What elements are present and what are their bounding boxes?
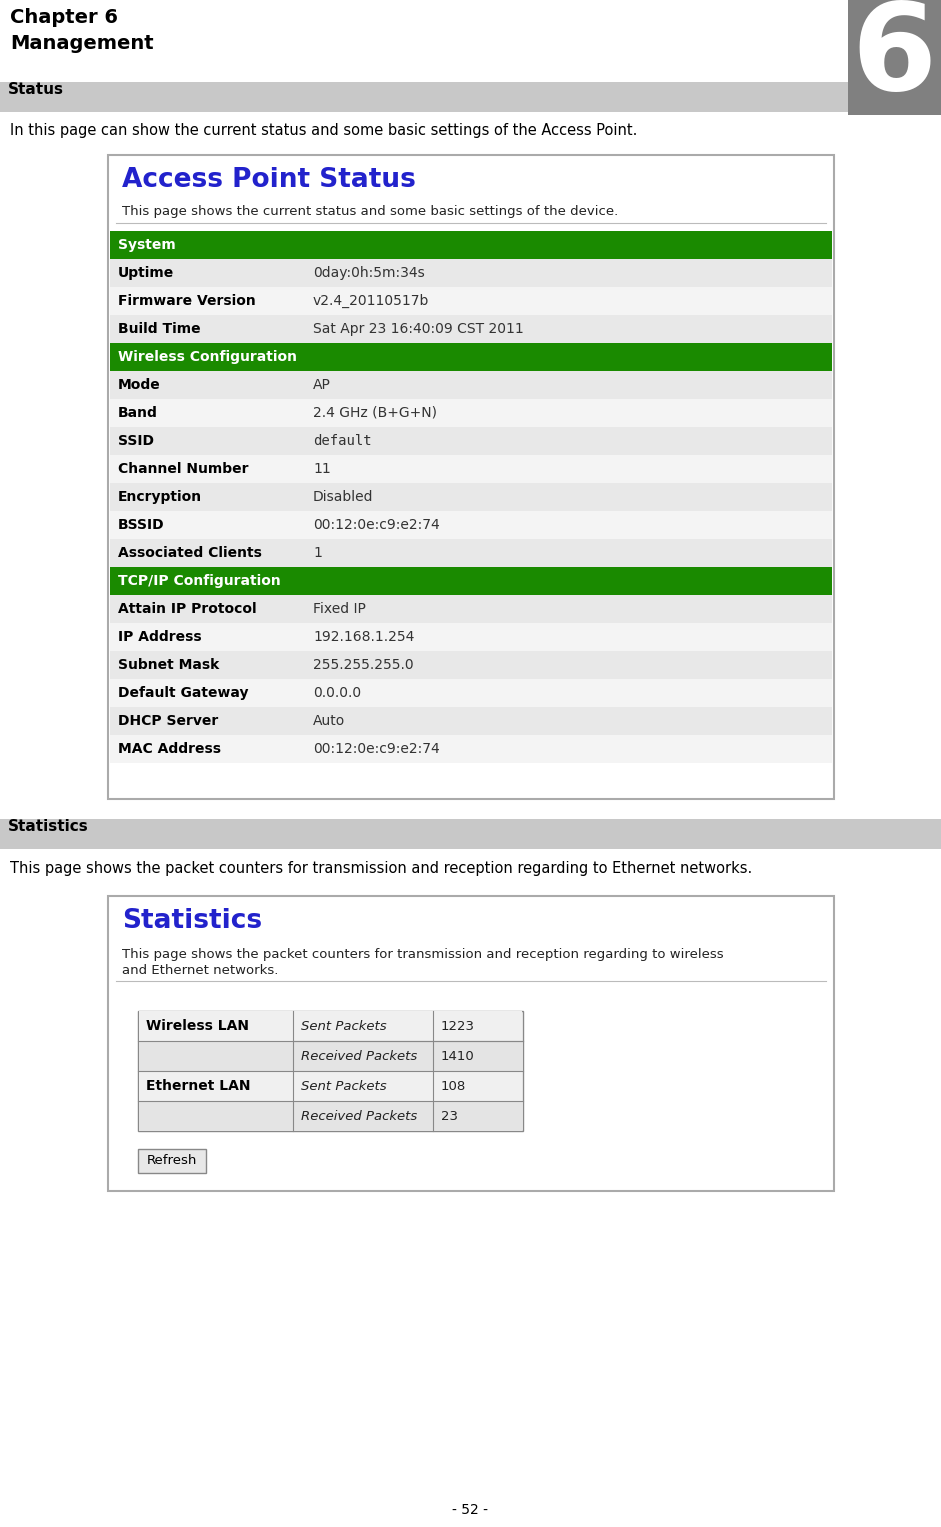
Text: Associated Clients: Associated Clients	[118, 547, 262, 560]
Bar	[110, 399, 832, 428]
Text: 108: 108	[441, 1080, 466, 1092]
Text: Access Point Status: Access Point Status	[122, 166, 416, 192]
Bar	[110, 651, 832, 680]
Bar	[110, 231, 832, 260]
Text: 1223: 1223	[441, 1020, 475, 1032]
Text: Wireless LAN: Wireless LAN	[146, 1019, 249, 1032]
Bar	[0, 82, 848, 111]
Bar	[110, 455, 832, 483]
Text: Ethernet LAN: Ethernet LAN	[146, 1080, 250, 1093]
Text: Statistics: Statistics	[122, 909, 263, 935]
Text: 1: 1	[313, 547, 322, 560]
Bar	[110, 260, 832, 287]
Text: IP Address: IP Address	[118, 631, 201, 644]
Text: 1410: 1410	[441, 1049, 475, 1063]
Text: In this page can show the current status and some basic settings of the Access P: In this page can show the current status…	[10, 124, 637, 137]
Bar	[110, 315, 832, 344]
Text: Fixed IP: Fixed IP	[313, 602, 366, 615]
Text: Sent Packets: Sent Packets	[301, 1080, 387, 1092]
Bar	[110, 734, 832, 764]
Text: 255.255.255.0: 255.255.255.0	[313, 658, 414, 672]
Bar	[139, 1041, 522, 1070]
Text: and Ethernet networks.: and Ethernet networks.	[122, 964, 279, 977]
Text: 6: 6	[852, 0, 936, 116]
Text: This page shows the packet counters for transmission and reception regarding to : This page shows the packet counters for …	[122, 948, 724, 960]
Bar	[110, 483, 832, 512]
Bar	[138, 1148, 206, 1173]
Text: Build Time: Build Time	[118, 322, 200, 336]
Text: Auto: Auto	[313, 715, 345, 728]
Text: AP: AP	[313, 379, 331, 392]
Text: Channel Number: Channel Number	[118, 463, 248, 476]
Text: 23: 23	[441, 1110, 458, 1122]
Text: Uptime: Uptime	[118, 266, 174, 279]
Text: Management: Management	[10, 34, 153, 53]
Text: BSSID: BSSID	[118, 518, 165, 531]
Bar	[138, 1011, 523, 1132]
Text: Sat Apr 23 16:40:09 CST 2011: Sat Apr 23 16:40:09 CST 2011	[313, 322, 524, 336]
Text: 0day:0h:5m:34s: 0day:0h:5m:34s	[313, 266, 424, 279]
Text: 00:12:0e:c9:e2:74: 00:12:0e:c9:e2:74	[313, 742, 439, 756]
Bar	[139, 1101, 522, 1132]
Bar	[110, 680, 832, 707]
Text: Disabled: Disabled	[313, 490, 374, 504]
Text: 2.4 GHz (B+G+N): 2.4 GHz (B+G+N)	[313, 406, 437, 420]
Bar	[108, 896, 834, 1191]
Bar	[110, 371, 832, 399]
Bar	[108, 156, 834, 799]
Bar	[110, 428, 832, 455]
Text: default: default	[313, 434, 372, 447]
Bar	[110, 344, 832, 371]
Bar	[110, 567, 832, 596]
Bar	[139, 1011, 522, 1041]
Text: Attain IP Protocol: Attain IP Protocol	[118, 602, 257, 615]
Bar	[110, 623, 832, 651]
Text: Received Packets: Received Packets	[301, 1049, 417, 1063]
Text: Subnet Mask: Subnet Mask	[118, 658, 219, 672]
Text: - 52 -: - 52 -	[452, 1503, 488, 1516]
Text: This page shows the current status and some basic settings of the device.: This page shows the current status and s…	[122, 205, 618, 218]
Text: v2.4_20110517b: v2.4_20110517b	[313, 293, 429, 308]
Bar	[139, 1070, 522, 1101]
Bar	[848, 0, 941, 115]
Text: Wireless Configuration: Wireless Configuration	[118, 350, 297, 363]
Text: Chapter 6: Chapter 6	[10, 8, 118, 27]
Text: Status: Status	[8, 82, 64, 98]
Text: DHCP Server: DHCP Server	[118, 715, 218, 728]
Text: Encryption: Encryption	[118, 490, 202, 504]
Text: Received Packets: Received Packets	[301, 1110, 417, 1122]
Text: Refresh: Refresh	[147, 1154, 198, 1168]
Text: 00:12:0e:c9:e2:74: 00:12:0e:c9:e2:74	[313, 518, 439, 531]
Bar	[110, 707, 832, 734]
Text: MAC Address: MAC Address	[118, 742, 221, 756]
Text: System: System	[118, 238, 176, 252]
Bar	[0, 818, 941, 849]
Text: 11: 11	[313, 463, 330, 476]
Text: 0.0.0.0: 0.0.0.0	[313, 686, 361, 699]
Bar	[110, 287, 832, 315]
Text: Firmware Version: Firmware Version	[118, 295, 256, 308]
Bar	[110, 539, 832, 567]
Text: SSID: SSID	[118, 434, 154, 447]
Bar	[110, 512, 832, 539]
Text: This page shows the packet counters for transmission and reception regarding to : This page shows the packet counters for …	[10, 861, 752, 876]
Text: Default Gateway: Default Gateway	[118, 686, 248, 699]
Text: Statistics: Statistics	[8, 818, 88, 834]
Text: Sent Packets: Sent Packets	[301, 1020, 387, 1032]
Text: 192.168.1.254: 192.168.1.254	[313, 631, 414, 644]
Text: TCP/IP Configuration: TCP/IP Configuration	[118, 574, 280, 588]
Text: Mode: Mode	[118, 379, 161, 392]
Text: Band: Band	[118, 406, 158, 420]
Bar	[110, 596, 832, 623]
